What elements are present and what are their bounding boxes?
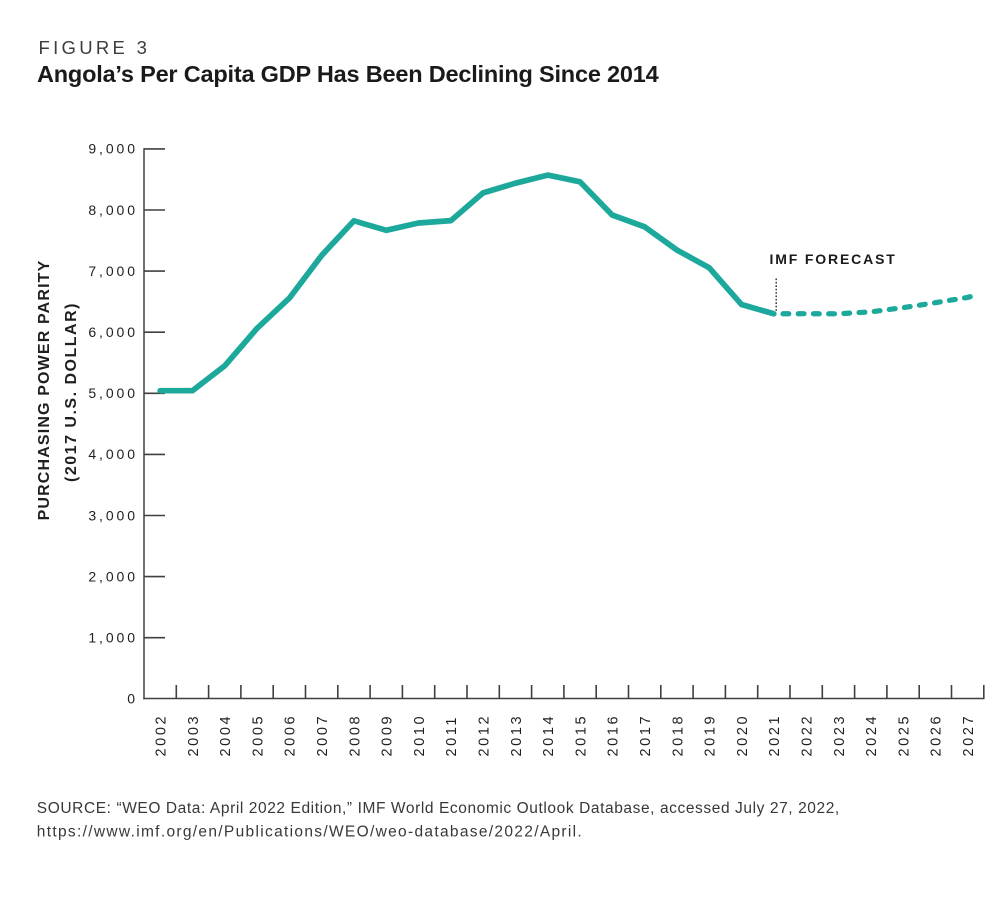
- svg-text:2021: 2021: [767, 714, 783, 757]
- svg-text:2013: 2013: [509, 714, 525, 757]
- svg-text:2003: 2003: [186, 714, 202, 757]
- svg-text:2019: 2019: [703, 714, 719, 757]
- svg-text:SOURCE: “WEO Data: April 2022: SOURCE: “WEO Data: April 2022 Edition,” …: [37, 800, 840, 817]
- svg-text:2020: 2020: [735, 714, 751, 757]
- svg-text:9,000: 9,000: [88, 141, 138, 157]
- svg-text:2006: 2006: [283, 714, 299, 757]
- svg-text:6,000: 6,000: [88, 324, 138, 340]
- svg-text:2012: 2012: [476, 714, 492, 757]
- svg-text:1,000: 1,000: [88, 630, 138, 646]
- svg-text:2022: 2022: [799, 714, 815, 757]
- svg-text:2026: 2026: [929, 714, 945, 757]
- svg-text:2005: 2005: [250, 714, 266, 757]
- svg-text:2018: 2018: [670, 714, 686, 757]
- svg-text:FIGURE 3: FIGURE 3: [39, 37, 151, 58]
- svg-text:2014: 2014: [541, 714, 557, 757]
- svg-text:5,000: 5,000: [88, 385, 138, 401]
- svg-text:8,000: 8,000: [88, 202, 138, 218]
- svg-text:IMF FORECAST: IMF FORECAST: [770, 251, 897, 267]
- svg-text:PURCHASING POWER PARITY: PURCHASING POWER PARITY: [36, 260, 53, 521]
- svg-text:2023: 2023: [832, 714, 848, 757]
- svg-text:3,000: 3,000: [88, 507, 138, 523]
- svg-text:0: 0: [127, 691, 138, 707]
- svg-text:7,000: 7,000: [88, 263, 138, 279]
- svg-text:2008: 2008: [347, 714, 363, 757]
- svg-text:2004: 2004: [218, 714, 234, 757]
- svg-text:https://www.imf.org/en/Publica: https://www.imf.org/en/Publications/WEO/…: [37, 824, 583, 841]
- svg-text:2017: 2017: [638, 714, 654, 757]
- svg-text:2016: 2016: [606, 714, 622, 757]
- svg-text:2011: 2011: [444, 715, 460, 757]
- svg-text:2024: 2024: [864, 714, 880, 757]
- svg-text:Angola’s Per Capita GDP Has Be: Angola’s Per Capita GDP Has Been Declini…: [37, 61, 659, 87]
- svg-text:4,000: 4,000: [88, 446, 138, 462]
- svg-text:(2017 U.S. DOLLAR): (2017 U.S. DOLLAR): [63, 302, 80, 482]
- svg-text:2009: 2009: [380, 714, 396, 757]
- svg-text:2025: 2025: [896, 714, 912, 757]
- svg-text:2015: 2015: [573, 714, 589, 757]
- svg-text:2027: 2027: [961, 714, 977, 757]
- svg-text:2007: 2007: [315, 714, 331, 757]
- svg-text:2,000: 2,000: [88, 568, 138, 584]
- svg-text:2010: 2010: [412, 714, 428, 757]
- svg-text:2002: 2002: [153, 714, 169, 757]
